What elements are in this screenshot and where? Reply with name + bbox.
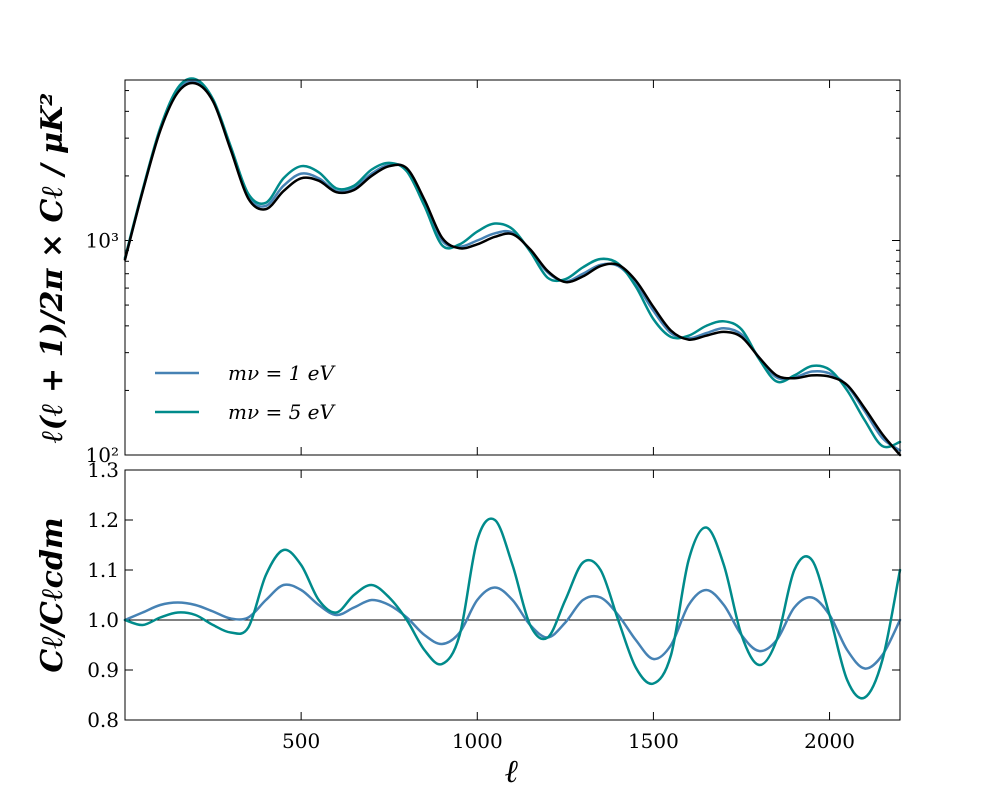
ratio-xtick-labels: 500 1000 1500 2000 <box>282 729 855 753</box>
ratio-ytick-label: 1.1 <box>87 558 119 582</box>
ratio-xtick-label: 1000 <box>452 729 503 753</box>
ratio-ytick-label: 1.0 <box>87 608 119 632</box>
x-axis-label: ℓ <box>505 752 519 790</box>
ratio-ytick-labels: 0.8 0.9 1.0 1.1 1.2 1.3 <box>87 458 119 732</box>
ratio-xtick-label: 1500 <box>628 729 679 753</box>
spectrum-plot-frame <box>124 79 901 456</box>
ratio-ytick-label: 0.8 <box>87 708 119 732</box>
ratio-ytick-label: 0.9 <box>87 658 119 682</box>
ratio-xtick-label: 2000 <box>804 729 855 753</box>
spectrum-plot-area <box>125 80 900 455</box>
spectrum-ylabel: ℓ(ℓ + 1)/2π × Cℓ / μK² <box>35 93 70 443</box>
legend-label-5ev: mν = 5 eV <box>228 400 337 424</box>
spectrum-ytick-label: 10² <box>86 443 119 467</box>
spectrum-ticks <box>125 80 900 456</box>
ratio-panel: 0.8 0.9 1.0 1.1 1.2 1.3 500 1000 1500 2000 Cℓ/Cℓ… <box>35 458 902 790</box>
legend: mν = 1 eV mν = 5 eV <box>155 361 337 424</box>
ratio-plot-area <box>125 470 900 720</box>
ratio-ytick-label: 1.2 <box>87 508 119 532</box>
spectrum-panel: 10² 10³ mν = 1 eV mν = 5 eV ℓ(ℓ + 1)/2π ×… <box>35 77 902 467</box>
spectrum-series-line-1 <box>123 77 902 449</box>
ratio-series-line-1 <box>123 517 902 700</box>
spectrum-ytick-labels: 10² 10³ <box>86 228 119 467</box>
ratio-ylabel: Cℓ/Cℓcdm <box>35 517 70 672</box>
ratio-ytick-label: 1.3 <box>87 458 119 482</box>
ratio-xtick-label: 500 <box>282 729 320 753</box>
spectrum-ytick-label: 10³ <box>86 228 119 252</box>
spectrum-series-line-2 <box>123 81 902 457</box>
ratio-plot-frame <box>124 469 901 721</box>
legend-label-1ev: mν = 1 eV <box>228 361 337 385</box>
spectrum-series <box>123 77 902 457</box>
ratio-series <box>123 517 902 700</box>
